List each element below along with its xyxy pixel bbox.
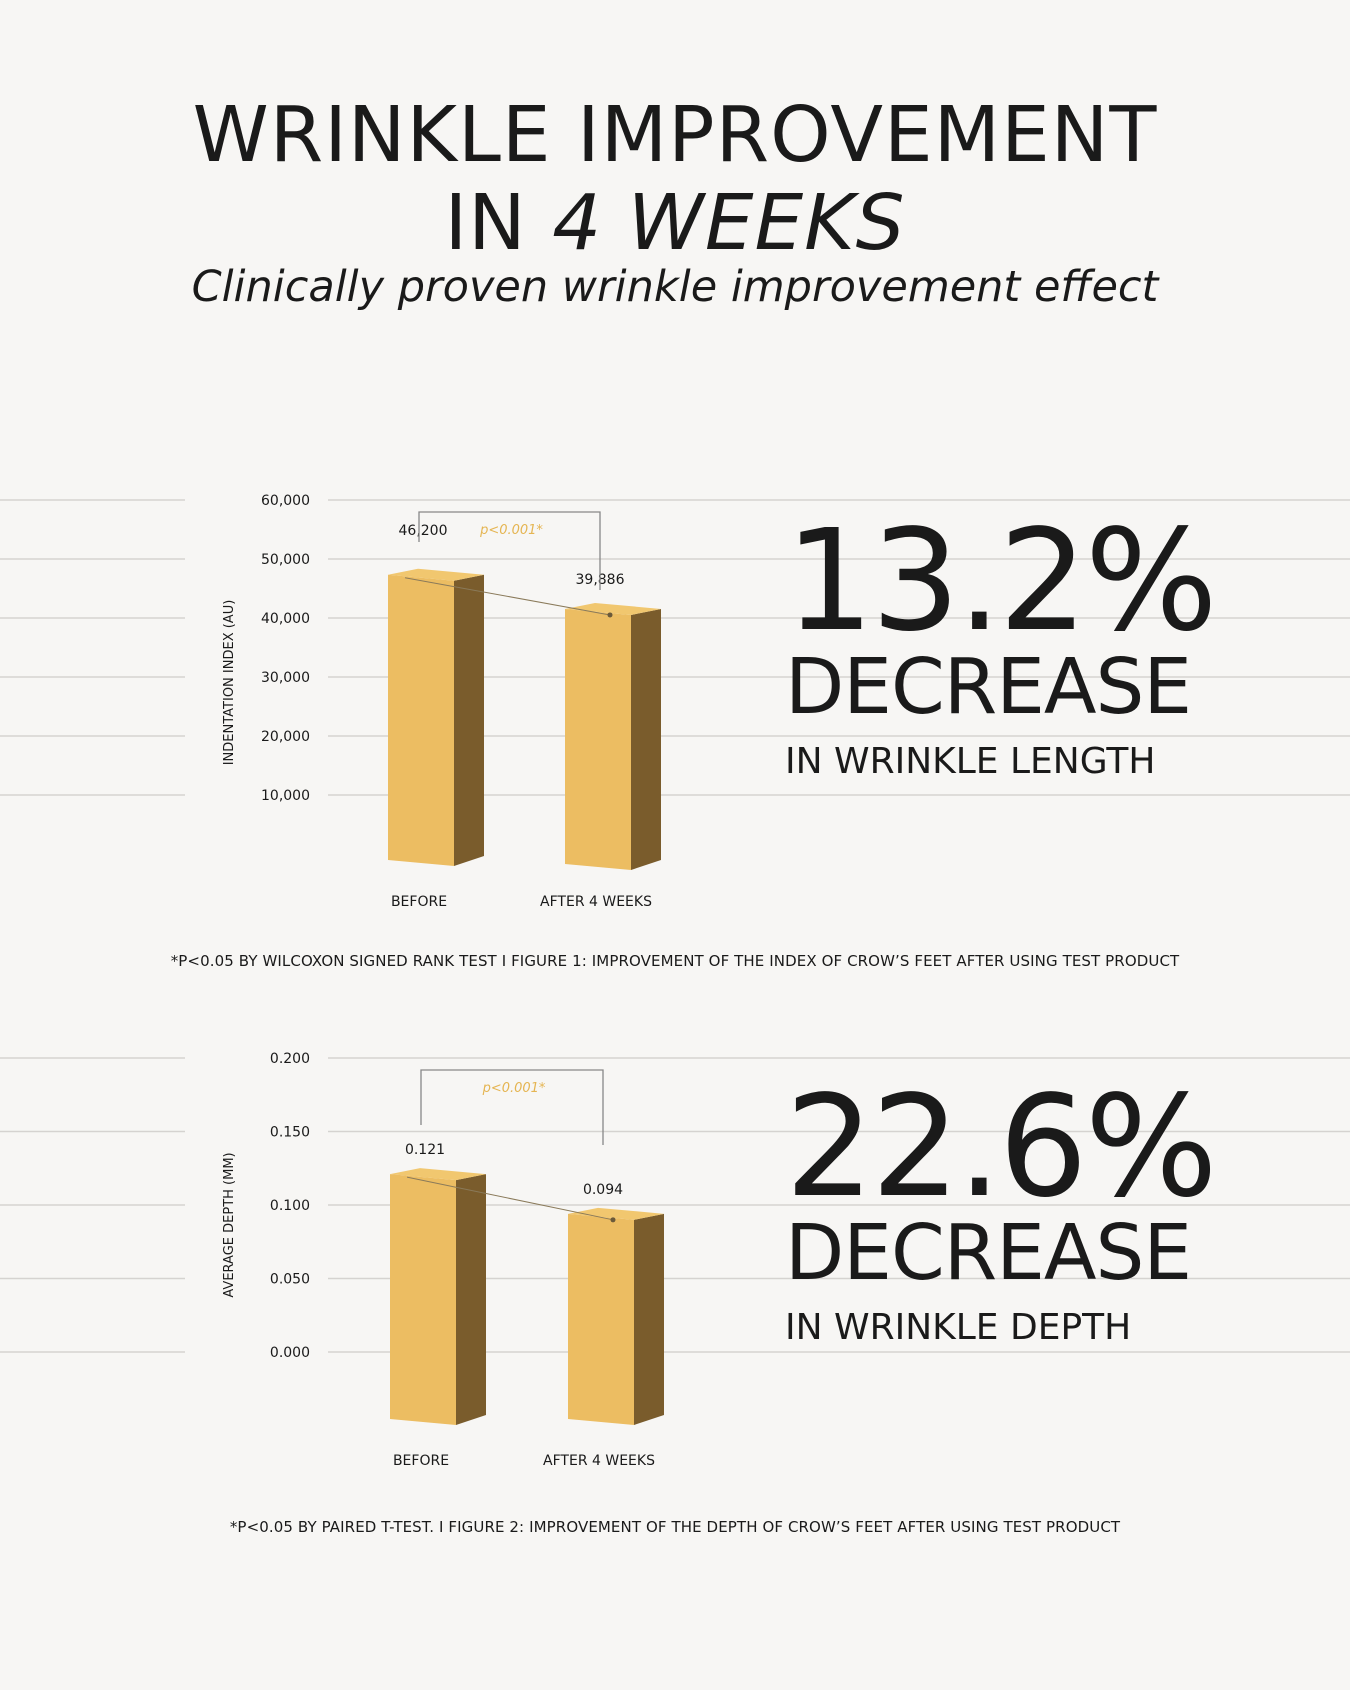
bar-top-face: [390, 1168, 486, 1181]
page-title: WRINKLE IMPROVEMENT IN 4 WEEKS: [0, 92, 1350, 268]
bar-top-face: [568, 1207, 664, 1220]
page-subtitle: Clinically proven wrinkle improvement ef…: [191, 262, 1159, 312]
stat-depth-label: DECREASE: [785, 1209, 1192, 1298]
trend-line: [406, 1176, 614, 1221]
trend-point: [610, 1217, 616, 1223]
y-tick-label: 30,000: [261, 670, 310, 686]
significance-label: p<0.001*: [482, 1081, 546, 1096]
y-tick-label: 50,000: [261, 552, 310, 568]
significance-label: p<0.001*: [479, 523, 543, 538]
x-tick-label: AFTER 4 WEEKS: [540, 894, 652, 910]
trend-line: [404, 577, 611, 616]
bar-front-face: [390, 1174, 456, 1425]
x-tick-label: BEFORE: [391, 894, 447, 910]
chart-average-depth: 0.200 0.150 0.100 0.050 0.000 AVERAGE DEPTH …: [0, 1051, 1350, 1469]
bar-front-face: [568, 1213, 634, 1425]
bar-side-face: [631, 608, 661, 870]
y-tick-label: 20,000: [261, 729, 310, 745]
chart-1-bars: 46,200 39,886: [388, 523, 661, 870]
chart-2-x-ticks: BEFORE AFTER 4 WEEKS: [393, 1453, 655, 1469]
bar-side-face: [454, 574, 484, 866]
y-tick-label: 0.100: [270, 1198, 310, 1214]
bar-front-face: [565, 608, 631, 870]
chart-1-y-ticks: 60,000 50,000 40,000 30,000 20,000 10,000: [261, 493, 310, 804]
bar-side-face: [456, 1174, 486, 1425]
chart-1-caption: *P<0.05 BY WILCOXON SIGNED RANK TEST I F…: [170, 952, 1180, 970]
stat-depth: 22.6% DECREASE IN WRINKLE DEPTH: [785, 1066, 1218, 1348]
bar-value-label: 0.094: [583, 1182, 623, 1198]
significance-bracket: [420, 1069, 604, 1145]
bar-top-face: [388, 568, 484, 581]
chart-1-y-axis-label: INDENTATION INDEX (AU): [222, 600, 237, 766]
chart-2-caption: *P<0.05 BY PAIRED T-TEST. I FIGURE 2: IM…: [229, 1518, 1121, 1536]
bar-value-label: 0.121: [405, 1142, 445, 1158]
stat-length-label: DECREASE: [785, 643, 1192, 732]
y-tick-label: 10,000: [261, 788, 310, 804]
chart-2-gridlines: [0, 1057, 1350, 1353]
chart-1-gridlines: [0, 499, 1350, 796]
bar-front-face: [388, 574, 454, 866]
stat-depth-detail: IN WRINKLE DEPTH: [785, 1307, 1132, 1348]
bar-value-label: 46,200: [399, 523, 448, 539]
title-line-2-prefix: IN: [444, 179, 527, 268]
bar-side-face: [634, 1213, 664, 1425]
x-tick-label: BEFORE: [393, 1453, 449, 1469]
bar-after: 39,886: [565, 572, 661, 870]
chart-2-bars: 0.121 0.094: [390, 1142, 664, 1425]
chart-2-y-ticks: 0.200 0.150 0.100 0.050 0.000: [270, 1051, 310, 1361]
x-tick-label: AFTER 4 WEEKS: [543, 1453, 655, 1469]
trend-point: [607, 612, 613, 618]
chart-2-y-axis-label: AVERAGE DEPTH (MM): [222, 1152, 237, 1297]
title-line-2-emphasis: 4 WEEKS: [552, 179, 906, 268]
chart-1-significance: p<0.001*: [418, 511, 601, 590]
bar-before: 46,200: [388, 523, 484, 866]
stat-length-percent: 13.2%: [785, 500, 1218, 663]
y-tick-label: 0.200: [270, 1051, 310, 1067]
y-tick-label: 40,000: [261, 611, 310, 627]
title-line-1: WRINKLE IMPROVEMENT: [192, 91, 1158, 180]
chart-2-significance: p<0.001*: [420, 1069, 604, 1145]
bar-after: 0.094: [568, 1182, 664, 1425]
stat-length-detail: IN WRINKLE LENGTH: [785, 741, 1156, 782]
bar-before: 0.121: [390, 1142, 486, 1425]
y-tick-label: 0.000: [270, 1345, 310, 1361]
significance-bracket: [418, 511, 601, 590]
stat-depth-percent: 22.6%: [785, 1066, 1218, 1229]
y-tick-label: 0.050: [270, 1272, 310, 1288]
bar-top-face: [565, 602, 661, 615]
chart-indentation-index: 60,000 50,000 40,000 30,000 20,000 10,000 IND…: [0, 493, 1350, 910]
title-line-2: IN 4 WEEKS: [0, 180, 1350, 268]
y-tick-label: 0.150: [270, 1125, 310, 1141]
chart-1-x-ticks: BEFORE AFTER 4 WEEKS: [391, 894, 652, 910]
y-tick-label: 60,000: [261, 493, 310, 509]
stat-length: 13.2% DECREASE IN WRINKLE LENGTH: [785, 500, 1218, 782]
